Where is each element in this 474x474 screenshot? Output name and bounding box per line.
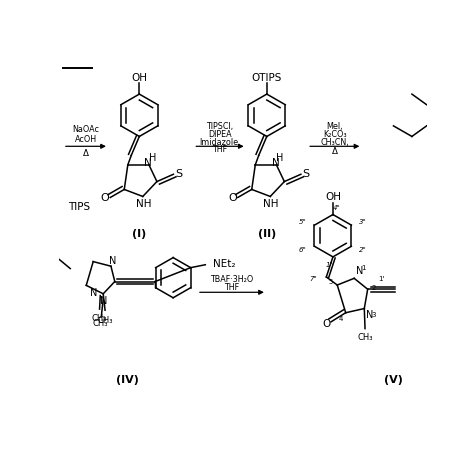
Text: 3: 3 (372, 312, 376, 318)
Text: OTIPS: OTIPS (252, 73, 282, 82)
Text: O: O (228, 193, 237, 203)
Text: K₂CO₃: K₂CO₃ (323, 130, 346, 139)
Text: S: S (175, 169, 182, 179)
Text: 5: 5 (328, 279, 333, 285)
Text: NH: NH (263, 200, 279, 210)
Text: THF: THF (224, 283, 239, 292)
Text: CH₃: CH₃ (97, 316, 113, 325)
Text: NH: NH (136, 200, 151, 210)
Text: TIPSCl,: TIPSCl, (206, 122, 233, 131)
Text: N: N (356, 266, 363, 276)
Text: DIPEA: DIPEA (208, 130, 232, 139)
Text: 1: 1 (362, 265, 366, 271)
Text: 5": 5" (299, 219, 307, 225)
Text: H: H (276, 153, 284, 163)
Text: H: H (149, 153, 156, 163)
Text: 6": 6" (299, 246, 307, 253)
Text: (V): (V) (384, 375, 403, 385)
Text: TBAF·3H₂O: TBAF·3H₂O (210, 275, 254, 284)
Text: 1': 1' (378, 276, 384, 282)
Text: N: N (366, 310, 373, 319)
Text: N: N (91, 288, 98, 298)
Text: O: O (322, 319, 331, 328)
Text: N: N (145, 158, 152, 168)
Text: CH₃: CH₃ (92, 314, 107, 323)
Text: (IV): (IV) (116, 375, 139, 385)
Text: THF: THF (212, 146, 228, 155)
Text: 4": 4" (333, 205, 341, 211)
Text: CH₃: CH₃ (93, 319, 109, 328)
Text: TIPS: TIPS (68, 201, 91, 211)
Text: 7": 7" (310, 276, 317, 282)
Text: N: N (100, 296, 107, 306)
Text: CH₃CN,: CH₃CN, (320, 138, 349, 147)
Text: Δ: Δ (83, 149, 89, 158)
Text: (I): (I) (132, 229, 146, 239)
Text: Imidazole,: Imidazole, (199, 138, 240, 147)
Text: O: O (101, 193, 109, 203)
Text: 3": 3" (359, 219, 366, 225)
Text: 2": 2" (359, 246, 366, 253)
Text: OH: OH (131, 73, 147, 82)
Text: CH₃: CH₃ (357, 333, 373, 342)
Text: NEt₂: NEt₂ (213, 259, 235, 269)
Text: S: S (302, 169, 310, 179)
Text: N: N (272, 158, 280, 168)
Text: 4: 4 (338, 316, 343, 322)
Text: MeI,: MeI, (327, 122, 343, 131)
Text: NaOAc: NaOAc (73, 126, 100, 134)
Text: (II): (II) (258, 229, 276, 239)
Text: Δ: Δ (332, 147, 338, 156)
Text: OH: OH (325, 192, 341, 202)
Text: AcOH: AcOH (75, 135, 97, 144)
Text: N: N (109, 255, 117, 266)
Text: 2: 2 (371, 285, 376, 291)
Text: 1": 1" (325, 262, 333, 268)
